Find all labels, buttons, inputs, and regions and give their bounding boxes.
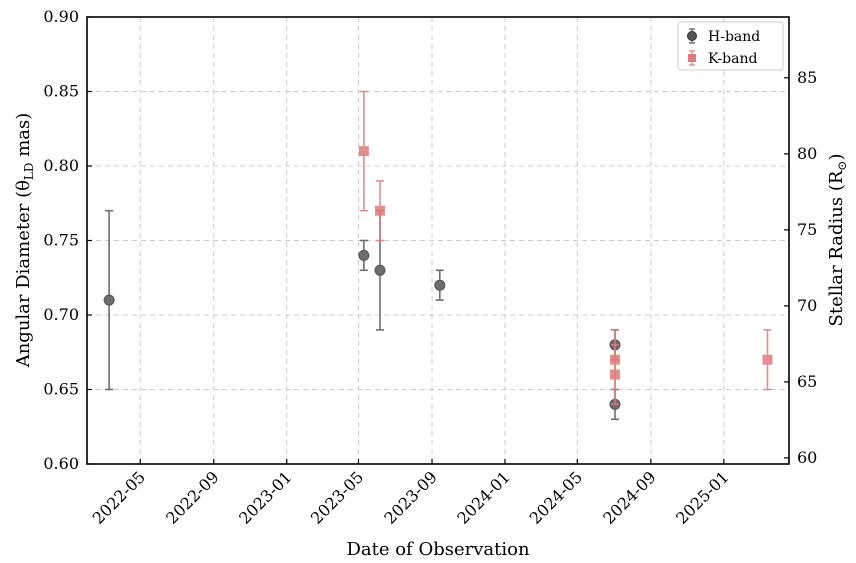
circle-marker — [359, 250, 369, 260]
y2-tick-label: 70 — [797, 296, 817, 315]
h-band-point — [359, 241, 369, 271]
circle-marker — [435, 280, 445, 290]
circle-marker — [375, 265, 385, 275]
x-tick-label: 2023-09 — [380, 467, 440, 527]
y-axis-label-unit: mas) — [13, 113, 34, 163]
square-marker — [375, 206, 385, 216]
legend-circle-marker — [688, 32, 697, 41]
legend-label: H-band — [708, 29, 760, 45]
legend: H-band K-band — [678, 22, 783, 70]
y2-axis-label-sub: ⊙ — [835, 161, 849, 171]
y2-tick-label: 75 — [797, 220, 817, 239]
y-tick-label: 0.70 — [43, 305, 79, 324]
x-tick-label: 2022-05 — [89, 467, 149, 527]
x-tick-label: 2025-01 — [672, 467, 732, 527]
y-tick-label: 0.90 — [43, 7, 79, 26]
x-tick-label: 2022-09 — [162, 467, 222, 527]
k-band-point — [610, 345, 620, 405]
k-band-point — [359, 92, 369, 211]
k-band-point — [762, 330, 772, 390]
x-tick-label: 2024-01 — [453, 467, 513, 527]
y-tick-label: 0.80 — [43, 156, 79, 175]
y2-tick-label: 65 — [797, 372, 817, 391]
y2-axis-label-end: ) — [826, 154, 847, 161]
y-tick-label: 0.65 — [43, 380, 79, 399]
square-marker — [359, 146, 369, 156]
square-marker — [610, 370, 620, 380]
y-tick-label: 0.75 — [43, 231, 79, 250]
y2-axis-label-main: Stellar Radius (R — [826, 170, 847, 326]
square-marker — [762, 355, 772, 365]
data-layer — [104, 92, 772, 420]
y2-tick-label: 85 — [797, 68, 817, 87]
legend-square-marker — [688, 54, 696, 62]
y2-tick-label: 60 — [797, 448, 817, 467]
x-tick-label: 2023-01 — [235, 467, 295, 527]
x-tick-label: 2024-05 — [526, 467, 586, 527]
h-band-point — [104, 211, 114, 390]
circle-marker — [104, 295, 114, 305]
x-axis-label: Date of Observation — [346, 539, 529, 560]
legend-label: K-band — [708, 51, 757, 67]
grid-lines — [87, 17, 789, 464]
y2-axis-label: Stellar Radius (R⊙) — [826, 154, 849, 327]
y-axis-label-sub: LD — [22, 162, 36, 180]
h-band-point — [435, 270, 445, 300]
y-tick-label: 0.85 — [43, 82, 79, 101]
y-tick-label: 0.60 — [43, 454, 79, 473]
x-tick-label: 2023-05 — [307, 467, 367, 527]
y-axis-label: Angular Diameter (θLD mas) — [13, 113, 36, 369]
y2-tick-label: 80 — [797, 144, 817, 163]
x-tick-label: 2024-09 — [599, 467, 659, 527]
k-band-point — [375, 181, 385, 241]
y-axis-left: 0.60 0.65 0.70 0.75 0.80 0.85 0.90 — [43, 7, 92, 473]
x-axis: 2022-05 2022-09 2023-01 2023-05 2023-09 2024-… — [89, 459, 733, 528]
y-axis-label-main: Angular Diameter (θ — [13, 180, 34, 368]
